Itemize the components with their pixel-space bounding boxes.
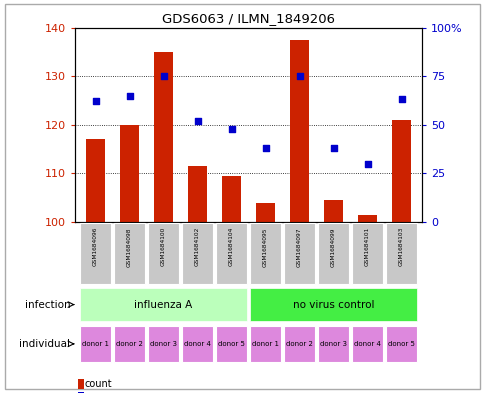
Bar [358,215,376,222]
Bar [80,326,111,362]
Text: donor 5: donor 5 [387,341,414,347]
Bar [215,326,247,362]
Bar [77,379,84,389]
Bar [392,120,410,222]
Text: GSM1684100: GSM1684100 [161,227,166,266]
Point [261,145,269,151]
Text: GSM1684103: GSM1684103 [398,227,403,266]
Bar [323,200,342,222]
Bar [120,125,138,222]
Bar [249,326,281,362]
Bar [80,288,247,321]
Bar [283,326,315,362]
Title: GDS6063 / ILMN_1849206: GDS6063 / ILMN_1849206 [162,12,334,25]
Bar [114,326,145,362]
Bar [385,326,416,362]
Text: donor 5: donor 5 [218,341,244,347]
Point [329,145,337,151]
Text: no virus control: no virus control [292,299,374,310]
Bar [318,223,348,284]
Bar [80,223,111,284]
Bar [182,223,213,284]
Bar [249,223,281,284]
Text: donor 2: donor 2 [286,341,312,347]
Bar [154,52,173,222]
Bar [283,223,315,284]
Point [159,73,167,79]
Text: donor 1: donor 1 [82,341,109,347]
Bar [351,223,382,284]
Text: count: count [85,379,112,389]
Bar [256,203,274,222]
Text: GSM1684104: GSM1684104 [228,227,234,266]
Point [91,98,99,105]
Bar [188,166,207,222]
Text: donor 1: donor 1 [252,341,278,347]
Bar [182,326,213,362]
Point [363,161,371,167]
Point [397,96,405,103]
Text: individual: individual [19,339,70,349]
Bar [318,326,348,362]
Text: GSM1684099: GSM1684099 [331,227,335,266]
Text: GSM1684096: GSM1684096 [93,227,98,266]
Bar [148,326,179,362]
Bar [222,176,241,222]
Bar [351,326,382,362]
Text: GSM1684102: GSM1684102 [195,227,200,266]
Text: GSM1684101: GSM1684101 [364,227,369,266]
Text: donor 3: donor 3 [319,341,347,347]
Text: donor 4: donor 4 [353,341,380,347]
Bar [77,392,84,393]
Bar [148,223,179,284]
Text: influenza A: influenza A [134,299,192,310]
Text: GSM1684095: GSM1684095 [262,227,268,266]
Bar [86,140,105,222]
Bar [215,223,247,284]
Point [227,125,235,132]
Bar [385,223,416,284]
Text: donor 2: donor 2 [116,341,143,347]
Text: donor 4: donor 4 [184,341,211,347]
Bar [289,40,308,222]
Text: GSM1684098: GSM1684098 [127,227,132,266]
Text: GSM1684097: GSM1684097 [296,227,302,266]
Bar [249,288,416,321]
Bar [114,223,145,284]
Point [193,118,201,124]
Point [125,92,133,99]
Point [295,73,303,79]
Text: infection: infection [25,299,70,310]
Text: donor 3: donor 3 [150,341,177,347]
